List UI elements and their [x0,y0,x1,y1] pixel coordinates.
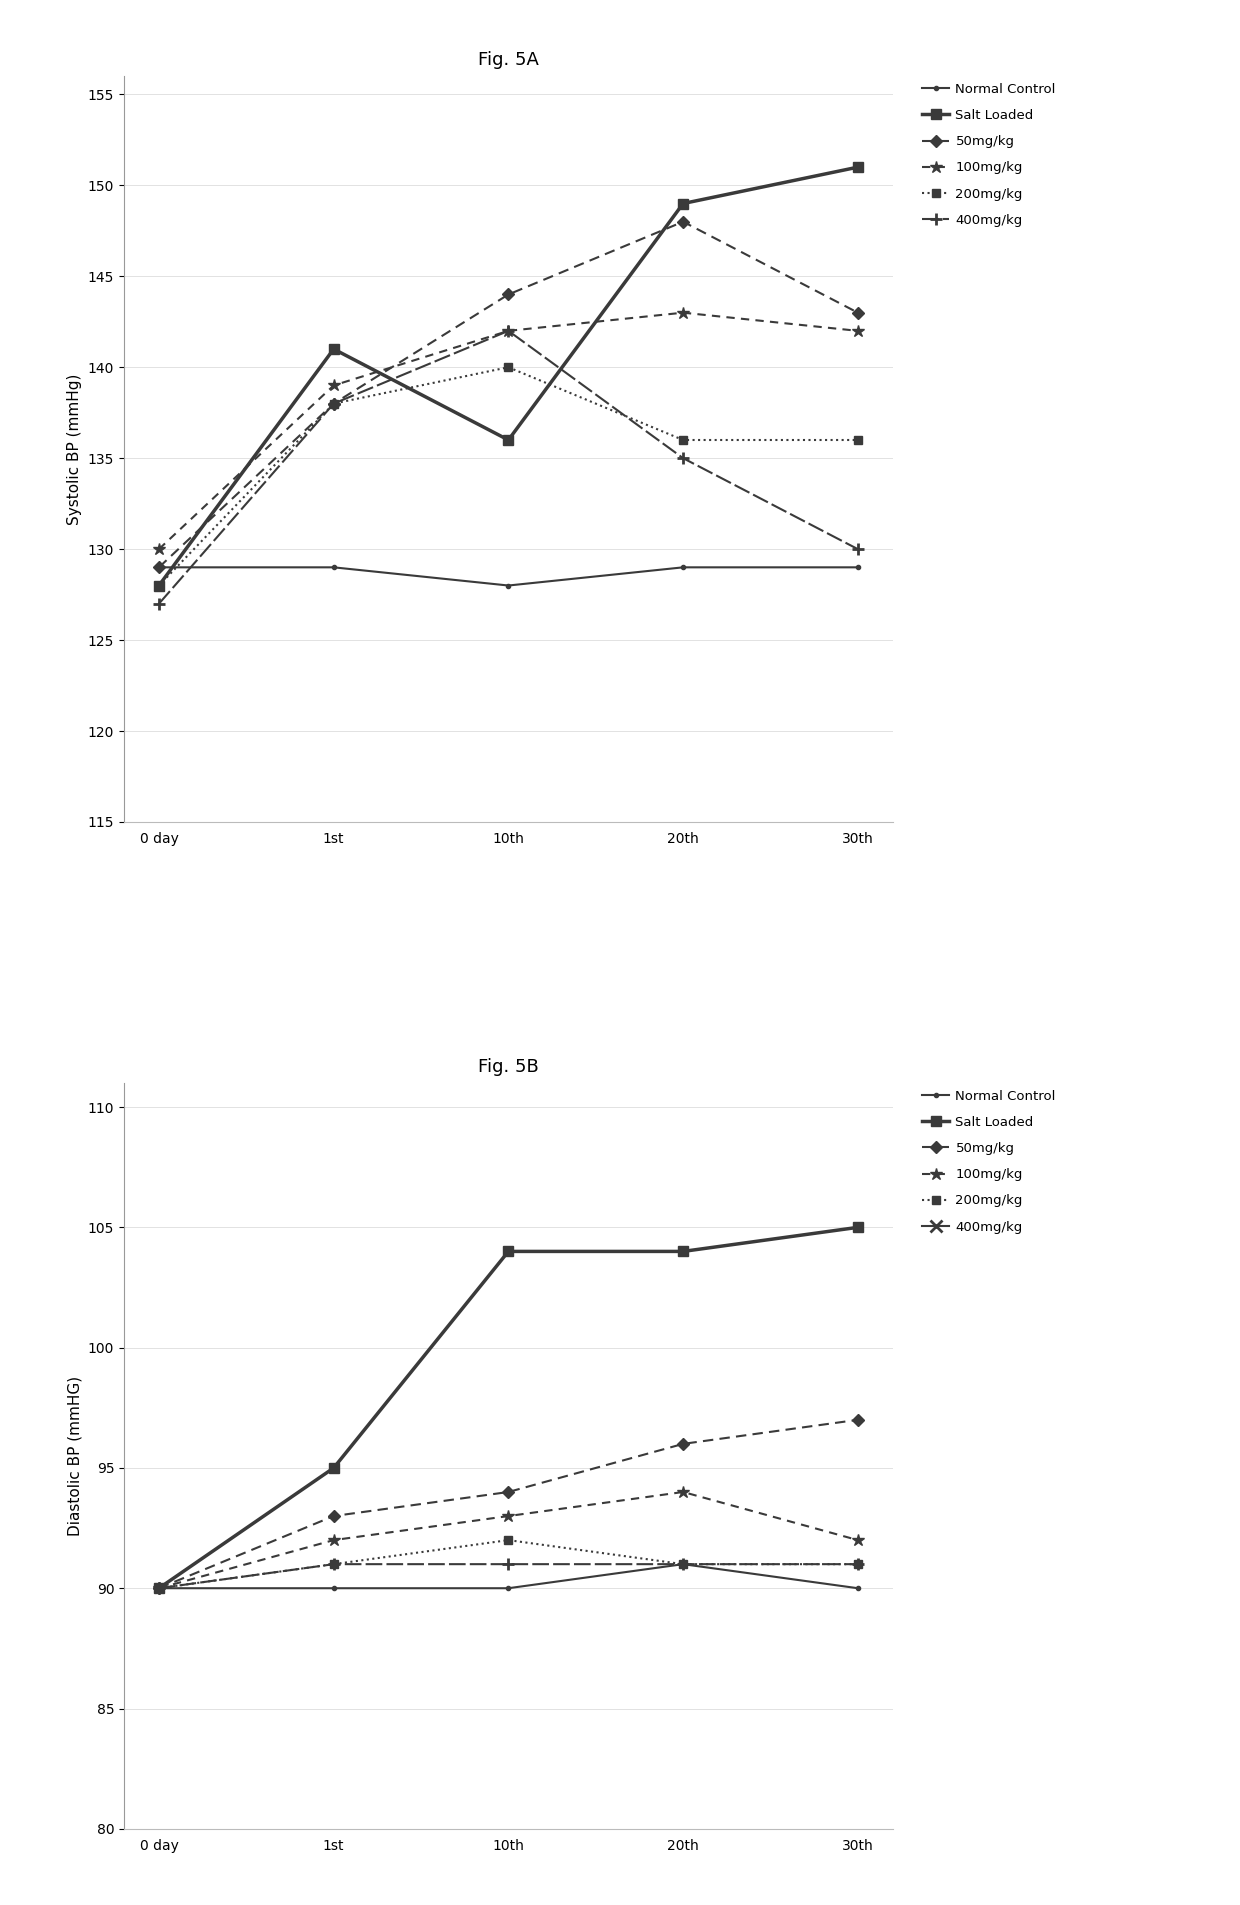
Legend: Normal Control, Salt Loaded, 50mg/kg, 100mg/kg, 200mg/kg, 400mg/kg: Normal Control, Salt Loaded, 50mg/kg, 10… [923,1090,1055,1234]
Legend: Normal Control, Salt Loaded, 50mg/kg, 100mg/kg, 200mg/kg, 400mg/kg: Normal Control, Salt Loaded, 50mg/kg, 10… [923,82,1055,227]
Y-axis label: Diastolic BP (mmHG): Diastolic BP (mmHG) [67,1375,82,1535]
Title: Fig. 5B: Fig. 5B [479,1057,538,1076]
Title: Fig. 5A: Fig. 5A [477,51,539,69]
Y-axis label: Systolic BP (mmHg): Systolic BP (mmHg) [67,373,82,524]
